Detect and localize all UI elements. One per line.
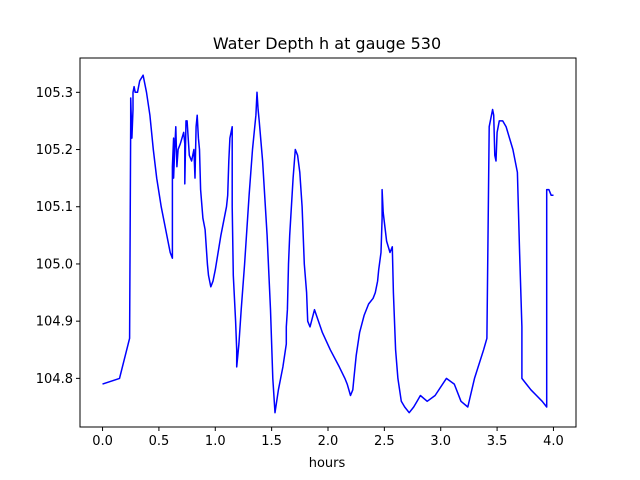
x-axis-label: hours [309,456,346,471]
x-tick-label: 1.0 [205,434,226,449]
x-tick-label: 2.5 [374,434,395,449]
y-tick-label: 105.0 [36,257,73,272]
series-line-1 [102,74,554,414]
axes-frame [79,57,577,428]
x-tick-label: 3.0 [430,434,451,449]
x-tick-label: 4.0 [543,434,564,449]
y-axis: 104.8 104.9 105.0 105.1 105.2 105.3 [36,86,80,387]
x-tick-label: 0.0 [92,434,113,449]
x-tick-label: 0.5 [149,434,170,449]
x-tick-label: 3.5 [487,434,508,449]
y-tick-label: 105.1 [36,200,73,215]
x-tick-label: 1.5 [261,434,282,449]
y-tick-label: 105.3 [36,86,73,101]
x-axis: 0.0 0.5 1.0 1.5 2.0 2.5 3.0 3.5 4.0 [92,427,564,449]
y-tick-label: 104.9 [36,315,73,330]
y-tick-label: 105.2 [36,143,73,158]
y-tick-label: 104.8 [36,372,73,387]
x-tick-label: 2.0 [318,434,339,449]
chart-title: Water Depth h at gauge 530 [213,34,441,53]
plot-area [79,57,577,428]
